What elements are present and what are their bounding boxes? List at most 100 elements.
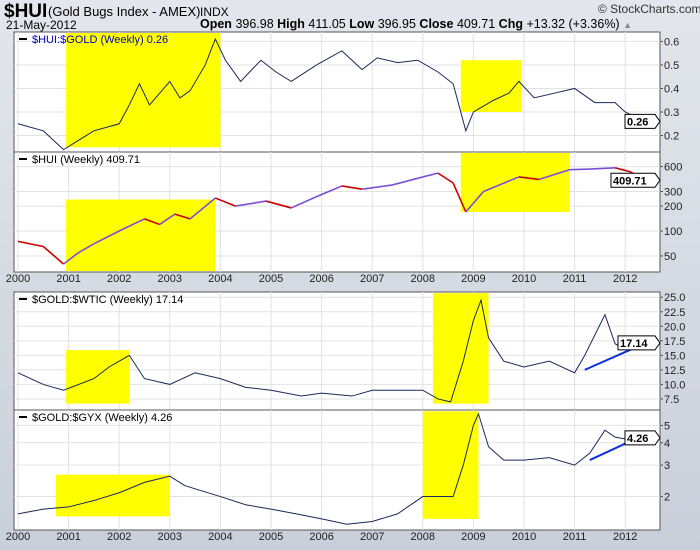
price-segment bbox=[290, 195, 317, 209]
price-segment bbox=[452, 182, 467, 213]
x-tick-label: 2009 bbox=[461, 531, 485, 543]
x-tick-label: 2001 bbox=[56, 273, 80, 285]
price-segment bbox=[144, 218, 160, 226]
low-label: Low bbox=[349, 17, 375, 31]
panel-title: $HUI:$GOLD (Weekly) 0.26 bbox=[32, 34, 168, 46]
y-tick-label: 20.0 bbox=[664, 321, 685, 333]
series-line bbox=[17, 298, 645, 403]
y-tick-label: 0.2 bbox=[664, 131, 679, 143]
collapse-icon bbox=[19, 416, 27, 418]
x-tick-label: 2001 bbox=[56, 531, 80, 543]
highlight-box bbox=[432, 293, 489, 404]
panel-1: 0.6 0.5 0.4 0.3 0.2 0.26 $HUI:$GOLD (Weekly) 0… bbox=[13, 31, 679, 153]
y-tick-label: 0.5 bbox=[664, 60, 679, 72]
price-segment bbox=[569, 168, 590, 171]
highlight-box bbox=[422, 411, 479, 519]
price-segment bbox=[422, 172, 439, 178]
y-tick-label: 0.6 bbox=[664, 36, 679, 48]
highlight-box bbox=[460, 60, 522, 112]
price-segment bbox=[215, 197, 236, 207]
x-tick-label: 2005 bbox=[259, 531, 283, 543]
price-segment bbox=[118, 218, 145, 232]
y-tick-label: 5 bbox=[664, 420, 670, 432]
y-tick-label: 200 bbox=[664, 201, 682, 213]
last-value-marker bbox=[617, 335, 661, 351]
y-tick-label: 15.0 bbox=[664, 350, 685, 362]
price-segment bbox=[265, 200, 292, 209]
close-label: Close bbox=[419, 17, 454, 31]
x-tick-label: 2004 bbox=[208, 273, 232, 285]
x-tick-label: 2002 bbox=[107, 273, 131, 285]
low-value: 396.95 bbox=[377, 17, 416, 31]
panel-title: $GOLD:$WTIC (Weekly) 17.14 bbox=[32, 294, 183, 306]
y-tick-label: 4 bbox=[664, 438, 670, 450]
last-value-marker bbox=[610, 172, 661, 188]
x-tick-label: 2000 bbox=[6, 531, 30, 543]
panel-title: $HUI (Weekly) 409.71 bbox=[32, 154, 140, 166]
exchange: INDX bbox=[200, 5, 229, 19]
price-segment bbox=[316, 185, 343, 198]
price-segment bbox=[174, 213, 191, 220]
price-segment bbox=[614, 167, 631, 173]
collapse-icon bbox=[19, 158, 27, 160]
x-tick-label: 2000 bbox=[6, 273, 30, 285]
chg-label: Chg bbox=[498, 17, 523, 31]
highlight-box bbox=[66, 350, 130, 404]
price-segment bbox=[17, 240, 44, 248]
x-tick-label: 2007 bbox=[360, 273, 384, 285]
x-tick-label: 2004 bbox=[208, 531, 232, 543]
panel-title: $GOLD:$GYX (Weekly) 4.26 bbox=[32, 412, 172, 424]
date: 21-May-2012 bbox=[6, 18, 77, 32]
x-tick-label: 2006 bbox=[309, 273, 333, 285]
last-value-marker bbox=[624, 430, 661, 446]
price-segment bbox=[235, 200, 267, 207]
price-segment bbox=[361, 184, 393, 190]
last-value-label: 0.26 bbox=[627, 116, 648, 128]
price-segment bbox=[63, 251, 80, 265]
panel-3: 25.0 22.5 20.0 17.5 15.0 12.5 10.0 7.5 17.14 $GOL… bbox=[13, 291, 685, 411]
price-segment bbox=[538, 168, 570, 181]
chg-value: +13.32 (+3.36%) bbox=[526, 17, 620, 31]
price-segment bbox=[483, 176, 520, 193]
y-tick-label: 50 bbox=[664, 251, 676, 263]
x-tick-label: 2011 bbox=[563, 531, 587, 543]
y-tick-label: 22.5 bbox=[664, 307, 685, 319]
x-tick-label: 2010 bbox=[512, 531, 536, 543]
price-segment bbox=[465, 190, 485, 213]
high-label: High bbox=[277, 17, 305, 31]
x-tick-label: 2007 bbox=[360, 531, 384, 543]
quote-line: Open 396.98 High 411.05 Low 396.95 Close… bbox=[200, 17, 632, 32]
x-tick-label: 2002 bbox=[107, 531, 131, 543]
y-tick-label: 25.0 bbox=[664, 292, 685, 304]
collapse-icon bbox=[19, 298, 27, 300]
panel-2: 600 300 200 100 50 409.71 $HUI (Weekly) 409.71 bbox=[13, 151, 682, 273]
y-tick-label: 3 bbox=[664, 460, 670, 472]
y-tick-label: 0.4 bbox=[664, 83, 679, 95]
y-tick-label: 12.5 bbox=[664, 365, 685, 377]
x-tick-label: 2010 bbox=[512, 273, 536, 285]
price-segment bbox=[42, 245, 65, 265]
y-tick-label: 7.5 bbox=[664, 394, 679, 406]
y-tick-label: 10.0 bbox=[664, 379, 685, 391]
price-segment bbox=[93, 230, 120, 245]
highlight-box bbox=[66, 199, 216, 271]
highlight-box bbox=[66, 33, 221, 148]
brand: © StockCharts.com bbox=[598, 2, 700, 16]
price-segment bbox=[78, 243, 95, 254]
x-tick-label: 2008 bbox=[411, 273, 435, 285]
series-line bbox=[17, 412, 645, 525]
x-tick-label: 2012 bbox=[613, 531, 637, 543]
y-tick-label: 0.3 bbox=[664, 107, 679, 119]
open-label: Open bbox=[200, 17, 232, 31]
price-segment bbox=[392, 176, 424, 186]
highlight-box bbox=[460, 153, 570, 212]
index-name: (Gold Bugs Index - AMEX) bbox=[48, 4, 201, 19]
x-tick-label: 2009 bbox=[461, 273, 485, 285]
collapse-triangle-icon[interactable]: ▲ bbox=[623, 20, 632, 30]
price-segment bbox=[189, 197, 216, 220]
last-value-label: 17.14 bbox=[620, 338, 648, 350]
x-tick-label: 2003 bbox=[158, 273, 182, 285]
price-segment bbox=[437, 172, 454, 184]
